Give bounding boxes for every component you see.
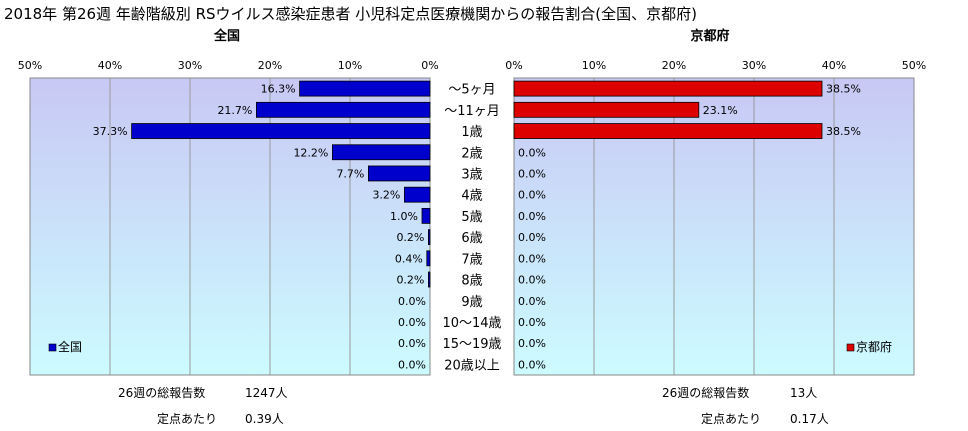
national-bar (403, 186, 431, 203)
national-bar (427, 271, 431, 288)
kyoto-per-value: 0.17人 (790, 412, 829, 426)
kyoto-data-label: 0.0% (518, 358, 546, 371)
category-labels: ～5ヶ月 ～11ヶ月 1歳 2歳 3歳 4歳 5歳 6歳 7歳 8歳 9歳 10～14歳 15～19歳 2… (442, 83, 501, 374)
kyoto-data-label: 0.0% (518, 316, 546, 329)
kyoto-data-label: 0.0% (518, 210, 546, 223)
national-data-label: 0.0% (398, 337, 426, 350)
kyoto-data-label: 0.0% (518, 295, 546, 308)
national-data-label: 3.2% (372, 189, 400, 202)
national-data-label: 0.0% (398, 316, 426, 329)
category-label: ～11ヶ月 (444, 104, 500, 119)
kyoto-tick-label: 40% (822, 59, 846, 72)
national-data-label: 0.0% (398, 295, 426, 308)
national-bar (331, 144, 431, 161)
category-label: 20歳以上 (444, 358, 500, 373)
kyoto-total-value: 13人 (790, 386, 818, 400)
national-bar (255, 101, 431, 118)
kyoto-data-label: 0.0% (518, 337, 546, 350)
kyoto-tick-label: 30% (742, 59, 766, 72)
national-data-label: 0.4% (395, 252, 423, 265)
kyoto-axis-ticks: 0% 10% 20% 30% 40% 50% (505, 59, 926, 72)
national-total-value: 1247人 (245, 386, 288, 400)
kyoto-tick-label: 10% (582, 59, 606, 72)
category-label: 5歳 (461, 210, 482, 225)
national-tick-label: 50% (18, 59, 42, 72)
national-tick-label: 40% (98, 59, 122, 72)
kyoto-bar (513, 123, 823, 139)
category-label: 4歳 (461, 189, 482, 204)
national-axis-ticks: 50% 40% 30% 20% 10% 0% (18, 59, 439, 72)
kyoto-legend-swatch (846, 343, 855, 352)
kyoto-data-label: 0.0% (518, 167, 546, 180)
national-tick-label: 30% (178, 59, 202, 72)
national-data-label: 21.7% (217, 104, 252, 117)
national-per-value: 0.39人 (245, 412, 284, 426)
kyoto-tick-label: 20% (662, 59, 686, 72)
national-tick-label: 20% (258, 59, 282, 72)
national-data-label: 16.3% (261, 83, 296, 96)
national-subtitle: 全国 (213, 28, 240, 44)
category-label: 8歳 (461, 274, 482, 289)
category-label: 9歳 (461, 295, 482, 310)
category-label: 3歳 (461, 167, 482, 182)
kyoto-data-label: 0.0% (518, 274, 546, 287)
national-bar (421, 207, 431, 224)
national-per-label: 定点あたり (157, 412, 218, 426)
kyoto-plot-area (513, 77, 915, 376)
kyoto-legend: 京都府 (846, 339, 892, 354)
national-data-label: 0.2% (396, 231, 424, 244)
kyoto-data-label: 23.1% (703, 104, 738, 117)
national-plot-area (29, 77, 431, 376)
national-data-label: 7.7% (336, 167, 364, 180)
category-label: ～5ヶ月 (448, 83, 495, 98)
national-legend: 全国 (48, 339, 82, 354)
kyoto-tick-label: 50% (902, 59, 926, 72)
national-tick-label: 0% (421, 59, 438, 72)
kyoto-subtitle: 京都府 (690, 28, 729, 44)
category-label: 15～19歳 (442, 337, 501, 352)
kyoto-tick-label: 0% (505, 59, 522, 72)
category-label: 6歳 (461, 231, 482, 246)
national-legend-label: 全国 (58, 339, 82, 354)
category-label: 10～14歳 (442, 316, 501, 331)
national-total-label: 26週の総報告数 (118, 386, 206, 400)
national-data-label: 0.2% (396, 274, 424, 287)
national-legend-swatch (48, 343, 57, 352)
national-data-label: 0.0% (398, 358, 426, 371)
kyoto-data-label: 0.0% (518, 189, 546, 202)
kyoto-bar (513, 101, 700, 118)
national-bar (426, 250, 431, 267)
kyoto-data-label: 38.5% (826, 125, 861, 138)
national-tick-label: 10% (338, 59, 362, 72)
national-bar (427, 229, 431, 246)
kyoto-bar (513, 80, 823, 97)
kyoto-total-label: 26週の総報告数 (662, 386, 750, 400)
kyoto-data-label: 0.0% (518, 252, 546, 265)
national-data-label: 1.0% (390, 210, 418, 223)
kyoto-data-label: 0.0% (518, 146, 546, 159)
category-label: 1歳 (461, 125, 482, 140)
kyoto-per-label: 定点あたり (701, 412, 762, 426)
kyoto-data-label: 38.5% (826, 83, 861, 96)
national-bars: 16.3% 21.7% 37.3% 12.2% 7.7% 3.2% 1.0% 0.2% 0.4%… (93, 80, 431, 371)
kyoto-bars: 38.5% 23.1% 38.5% 0.0% 0.0% 0.0% 0.0% 0.0% 0.0% 0… (513, 80, 861, 371)
kyoto-legend-label: 京都府 (856, 339, 892, 354)
national-data-label: 37.3% (93, 125, 128, 138)
chart-title: 2018年 第26週 年齢階級別 RSウイルス感染症患者 小児科定点医療機関から… (4, 5, 697, 23)
national-bar (367, 165, 431, 182)
kyoto-data-label: 0.0% (518, 231, 546, 244)
national-bar (299, 80, 431, 97)
category-label: 7歳 (461, 252, 482, 267)
category-label: 2歳 (461, 146, 482, 161)
national-data-label: 12.2% (293, 146, 328, 159)
national-bar (131, 123, 431, 139)
